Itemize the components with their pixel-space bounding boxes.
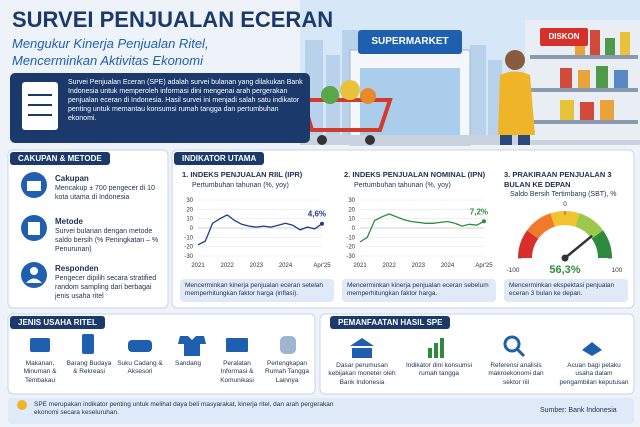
- chart-subtitle: Pertumbuhan tahunan (%, yoy): [354, 182, 451, 189]
- shopper: [498, 50, 535, 145]
- value-label: 56,3%: [549, 264, 580, 276]
- y-tick-label: -30: [184, 254, 193, 260]
- retail-item: Sandang: [174, 360, 202, 367]
- y-tick-label: 0: [352, 226, 356, 232]
- gauge-band: [591, 230, 612, 259]
- shelf-sign: DISKON: [548, 32, 580, 41]
- y-tick-label: 20: [348, 207, 355, 213]
- clipboard-lines: [28, 94, 52, 116]
- gauge-band: [574, 213, 604, 239]
- section-heading: PEMANFAATAN HASIL SPE: [330, 316, 451, 329]
- source: Sumber: Bank Indonesia: [540, 407, 617, 414]
- subtitle: Mencerminkan Aktivitas Ekonomi: [12, 53, 203, 68]
- y-tick-label: -10: [346, 235, 355, 241]
- chart-note: Mencerminkan kinerja penjualan eceran se…: [180, 279, 334, 302]
- y-tick-label: -10: [184, 235, 193, 241]
- item-title: Cakupan: [55, 174, 89, 183]
- chart-note: Mencerminkan kinerja penjualan eceran se…: [342, 279, 496, 302]
- section-heading: INDIKATOR UTAMA: [174, 152, 265, 165]
- item-text: Survei bulanan dengan metode saldo bersi…: [55, 228, 159, 254]
- needle-hub: [561, 254, 569, 262]
- intro-box: [10, 73, 310, 143]
- y-tick-label: -30: [346, 254, 355, 260]
- end-point: [320, 221, 324, 226]
- footer-text: SPE merupakan indikator penting untuk me…: [34, 401, 334, 417]
- line: [197, 214, 323, 246]
- retail-icons: [30, 334, 296, 356]
- uses-icons: [350, 335, 602, 358]
- item-title: Metode: [55, 217, 83, 226]
- coverage-icons: [21, 172, 47, 288]
- x-tick-label: 2023: [250, 263, 264, 269]
- item-text: Pengecer dipilih secara stratified rando…: [55, 275, 157, 301]
- item-text: Mencakup ± 700 pengecer di 10 kota utama…: [55, 185, 155, 202]
- uses-panel: [319, 313, 635, 395]
- tick-label: -100: [506, 267, 519, 274]
- use-item: Acuan bagi pelaku usaha dalam pengambila…: [559, 362, 629, 386]
- x-tick-label: 2024: [279, 263, 293, 269]
- x-tick-label: 2024: [441, 263, 455, 269]
- end-point: [482, 219, 486, 224]
- x-tick-label: 2021: [353, 263, 367, 269]
- tick-label: 100: [612, 267, 623, 274]
- line: [359, 213, 485, 243]
- chart-subtitle: Pertumbuhan tahunan (%, yoy): [192, 182, 289, 189]
- coverage-panel: [7, 149, 169, 309]
- store-banner: [358, 30, 462, 54]
- use-item: Indikator dini konsumsi rumah tangga: [405, 362, 473, 378]
- section-heading: JENIS USAHA RITEL: [10, 316, 105, 329]
- x-tick-label: Apr'25: [475, 263, 493, 269]
- gauge-band: [550, 211, 580, 227]
- gauge-band: [526, 213, 556, 239]
- y-tick-label: -20: [346, 245, 355, 251]
- y-tick-label: 30: [348, 198, 355, 204]
- title: SURVEI PENJUALAN ECERAN: [12, 7, 334, 32]
- retail-item: Peralatan Informasi & Komunikasi: [220, 360, 254, 384]
- y-tick-label: 20: [186, 207, 193, 213]
- needle: [563, 235, 593, 260]
- y-tick-label: 30: [186, 198, 193, 204]
- y-tick-label: 0: [190, 226, 194, 232]
- chart-title: 2. INDEKS PENJUALAN NOMINAL (IPN): [344, 170, 486, 179]
- use-item: Dasar perumusan kebijakan moneter oleh B…: [328, 362, 396, 386]
- store-sign: SUPERMARKET: [371, 36, 449, 47]
- y-tick-label: 10: [348, 217, 355, 223]
- floor: [300, 135, 640, 145]
- retail-item: Makanan, Minuman & Tembakau: [23, 360, 57, 384]
- item-title: Responden: [55, 264, 99, 273]
- subtitle: Mengukur Kinerja Penjualan Ritel,: [12, 36, 209, 51]
- y-tick-label: -20: [184, 245, 193, 251]
- x-tick-label: 2022: [220, 263, 234, 269]
- bulb-icon: [17, 400, 27, 410]
- indicator-panel: [171, 149, 635, 309]
- retail-item: Suku Cadang & Aksesori: [117, 360, 163, 376]
- use-item: Referensi analisis makroekonomi dan sekt…: [488, 362, 544, 386]
- annotation: 4,6%: [308, 210, 326, 219]
- x-tick-label: 2023: [412, 263, 426, 269]
- intro-text: Survei Penjualan Eceran (SPE) adalah sur…: [68, 79, 303, 123]
- chart-subtitle: Saldo Bersih Tertimbang (SBT), %: [510, 191, 617, 198]
- chart-title: 1. INDEKS PENJUALAN RIIL (IPR): [182, 170, 303, 179]
- x-tick-label: 2022: [382, 263, 396, 269]
- section-heading: CAKUPAN & METODE: [10, 152, 110, 165]
- x-tick-label: Apr'25: [313, 263, 331, 269]
- chart-note: Mencerminkan ekspektasi penjualan eceran…: [504, 279, 628, 302]
- y-tick-label: 10: [186, 217, 193, 223]
- retail-item: Barang Budaya & Rekreasi: [66, 360, 112, 376]
- annotation: 7,2%: [470, 207, 488, 216]
- tick-label: 0: [563, 201, 567, 208]
- retail-item: Perlengkapan Rumah Tangga Lainnya: [265, 360, 309, 384]
- x-tick-label: 2021: [191, 263, 205, 269]
- footer-box: [8, 398, 634, 424]
- discount-sign: [540, 28, 588, 46]
- gauge-band: [518, 230, 539, 259]
- chart-title: 3. PRAKIRAAN PENJUALAN 3 BULAN KE DEPAN: [504, 170, 612, 189]
